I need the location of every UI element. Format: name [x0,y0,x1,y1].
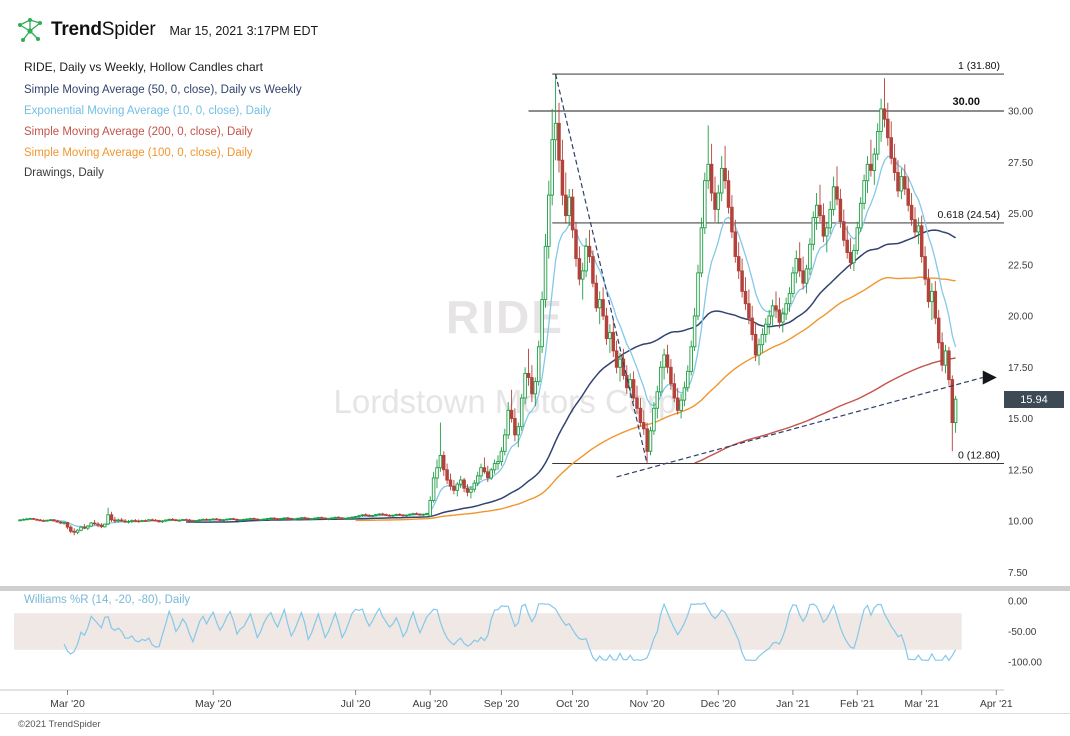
svg-text:-50.00: -50.00 [1008,627,1037,638]
sma50-line [186,229,956,523]
legend-sma100[interactable]: Simple Moving Average (100, 0, close), D… [24,147,253,159]
wpr-line [63,602,957,662]
svg-text:Mar '21: Mar '21 [904,698,939,710]
svg-text:Oct '20: Oct '20 [556,698,589,710]
svg-text:22.50: 22.50 [1008,260,1033,271]
legend-williams-r[interactable]: Williams %R (14, -20, -80), Daily [24,594,191,606]
svg-text:10.00: 10.00 [1008,517,1033,528]
drawing-labels: 30.00 1 (31.80) 0.618 (24.54) 0 (12.80) [938,60,1000,462]
trendspider-logo[interactable]: TrendSpider [16,16,156,44]
time-axis[interactable]: Mar '20 May '20 Jul '20 Aug '20 Sep '20 Oct '… [50,690,1013,710]
chart-timestamp: Mar 15, 2021 3:17PM EDT [169,24,319,38]
copyright-text: ©2021 TrendSpider [18,719,101,730]
svg-text:15.00: 15.00 [1008,414,1033,425]
legend-drawings[interactable]: Drawings, Daily [24,167,104,179]
svg-text:20.00: 20.00 [1008,312,1033,323]
legend-sma200[interactable]: Simple Moving Average (200, 0, close), D… [24,126,253,138]
trendline-arrow-marker [982,370,997,385]
sma200-line [694,357,956,464]
svg-text:Apr '21: Apr '21 [980,698,1013,710]
svg-text:17.50: 17.50 [1008,363,1033,374]
trendline-drawings[interactable] [555,73,997,478]
svg-text:Nov '20: Nov '20 [629,698,664,710]
chart-title: RIDE, Daily vs Weekly, Hollow Candles ch… [24,60,263,74]
svg-text:Jan '21: Jan '21 [776,698,810,710]
wpr-axis[interactable]: 0.00 -50.00 -100.00 [1008,597,1042,669]
last-price-tag: 15.94 [1004,391,1064,408]
svg-text:Aug '20: Aug '20 [413,698,448,710]
svg-text:0.00: 0.00 [1008,597,1028,608]
svg-text:Sep '20: Sep '20 [484,698,519,710]
svg-text:27.50: 27.50 [1008,158,1033,169]
svg-text:0.618 (24.54): 0.618 (24.54) [938,209,1000,221]
watermark-company: Lordstown Motors Corp [333,383,677,420]
svg-text:0 (12.80): 0 (12.80) [958,450,1000,462]
svg-text:Feb '21: Feb '21 [840,698,875,710]
svg-text:May '20: May '20 [195,698,232,710]
svg-text:30.00: 30.00 [1008,107,1033,118]
candles-layer [18,74,958,536]
svg-text:7.50: 7.50 [1008,568,1028,579]
price-axis[interactable]: 30.00 27.50 25.00 22.50 20.00 17.50 15.00 12.50… [1008,107,1033,579]
legend-ema10[interactable]: Exponential Moving Average (10, 0, close… [24,105,272,117]
panel-divider[interactable] [0,586,1070,591]
svg-text:-100.00: -100.00 [1008,658,1042,669]
svg-text:Jul '20: Jul '20 [341,698,371,710]
trendspider-logo-icon [18,18,42,42]
svg-text:30.00: 30.00 [952,96,980,108]
fib-retracement-lines [552,73,1004,465]
header: TrendSpider Mar 15, 2021 3:17PM EDT [16,16,318,44]
wpr-band [14,613,962,650]
svg-text:1 (31.80): 1 (31.80) [958,60,1000,72]
legend-sma50[interactable]: Simple Moving Average (50, 0, close), Da… [24,84,302,96]
svg-text:Mar '20: Mar '20 [50,698,85,710]
svg-text:Dec '20: Dec '20 [701,698,736,710]
brand-name: TrendSpider [51,19,156,40]
svg-text:25.00: 25.00 [1008,209,1033,220]
svg-text:12.50: 12.50 [1008,465,1033,476]
footer-divider [0,713,1070,714]
